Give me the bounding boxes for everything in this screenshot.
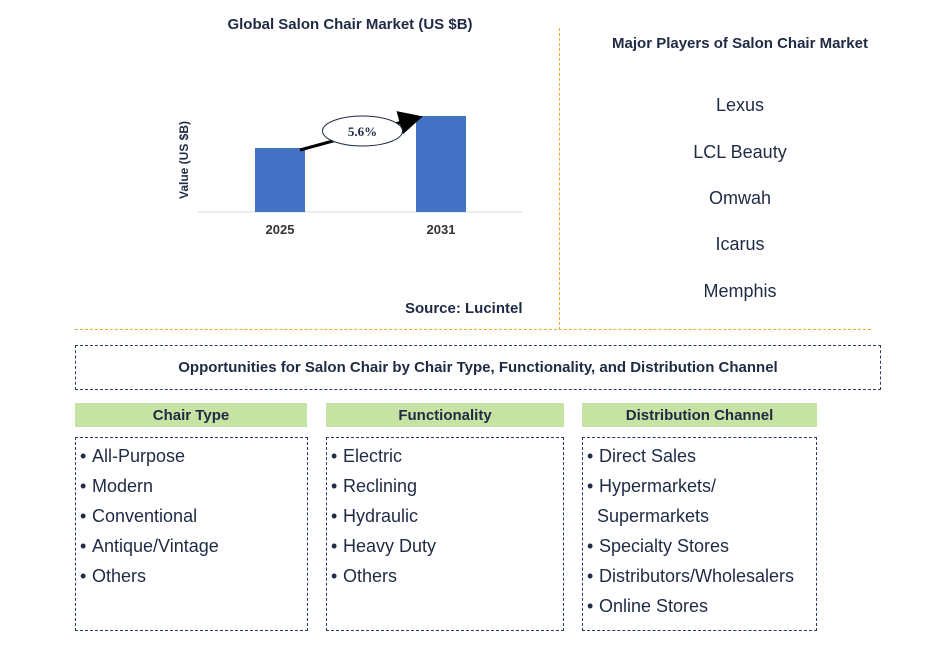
list-item-text: All-Purpose [92, 446, 186, 466]
player-item: LCL Beauty [693, 142, 787, 162]
list-item: • Electric [331, 441, 559, 471]
bullet-icon: • [80, 536, 87, 556]
list-item-text: Specialty Stores [599, 536, 730, 556]
bullet-icon: • [587, 596, 594, 616]
chart-title: Global Salon Chair Market (US $B) [227, 16, 473, 33]
list-item-text: Distributors/Wholesalers [599, 566, 795, 586]
bullet-icon: • [587, 566, 594, 586]
bar-2031 [416, 116, 466, 212]
vertical-divider [559, 28, 560, 330]
cagr-ellipse [322, 115, 403, 147]
list-item-text: Modern [92, 476, 154, 496]
list-item: • Specialty Stores [587, 531, 812, 561]
bullet-icon: • [80, 476, 87, 496]
players-title: Major Players of Salon Chair Market [612, 35, 868, 52]
list-item-text: Direct Sales [599, 446, 697, 466]
x-tick-label: 2025 [266, 222, 295, 237]
bullet-icon: • [80, 446, 87, 466]
horizontal-divider [75, 329, 871, 330]
list-item: • Direct Sales [587, 441, 812, 471]
list-item: Supermarkets [587, 501, 812, 531]
player-item: Lexus [715, 95, 765, 115]
bullet-icon: • [331, 446, 338, 466]
bar-chart: Value (US $B) 2025 2031 5.6% [177, 111, 522, 237]
list-item-text: Conventional [92, 506, 198, 526]
source-label: Source: Lucintel [405, 300, 523, 317]
player-item: Icarus [715, 234, 765, 254]
chair-type-header: Chair Type [75, 403, 307, 427]
list-item-text: Antique/Vintage [92, 536, 219, 556]
list-item-text: Online Stores [599, 596, 709, 616]
functionality-header: Functionality [326, 403, 564, 427]
opportunities-title: Opportunities for Salon Chair by Chair T… [75, 345, 881, 390]
bullet-icon: • [80, 506, 87, 526]
bullet-icon: • [80, 566, 87, 586]
list-item: • All-Purpose [80, 441, 303, 471]
list-item-text: Supermarkets [597, 506, 710, 526]
list-item: • Hydraulic [331, 501, 559, 531]
list-item: • Online Stores [587, 591, 812, 621]
distribution-channel-list: • Direct Sales • Hypermarkets/Supermarkets •… [582, 437, 817, 631]
bullet-icon: • [587, 536, 594, 556]
bullet-icon: • [331, 476, 338, 496]
list-item: • Modern [80, 471, 303, 501]
x-tick-label: 2031 [427, 222, 456, 237]
bullet-icon: • [587, 476, 594, 496]
list-item: • Distributors/Wholesalers [587, 561, 812, 591]
bullet-icon: • [331, 536, 338, 556]
bullet-icon: • [331, 566, 338, 586]
list-item-text: Others [343, 566, 398, 586]
list-item: • Others [331, 561, 559, 591]
list-item-text: Hydraulic [343, 506, 419, 526]
player-item: Memphis [703, 281, 777, 301]
list-item-text: Others [92, 566, 147, 586]
list-item-text: Reclining [343, 476, 418, 496]
list-item: • Reclining [331, 471, 559, 501]
player-item: Omwah [708, 188, 771, 208]
list-item: • Conventional [80, 501, 303, 531]
bar-2025 [255, 148, 305, 212]
list-item: • Heavy Duty [331, 531, 559, 561]
list-item-text: Hypermarkets/ [599, 476, 717, 496]
chair-type-list: • All-Purpose • Modern • Conventional • Antique… [75, 437, 308, 631]
list-item: • Hypermarkets/ [587, 471, 812, 501]
distribution-channel-header: Distribution Channel [582, 403, 817, 427]
y-axis-label: Value (US $B) [177, 121, 191, 199]
functionality-list: • Electric • Reclining • Hydraulic • Heavy Duty… [326, 437, 564, 631]
cagr-label: 5.6% [348, 124, 377, 139]
list-item: • Antique/Vintage [80, 531, 303, 561]
bullet-icon: • [331, 506, 338, 526]
bullet-icon: • [587, 446, 594, 466]
list-item-text: Heavy Duty [343, 536, 437, 556]
list-item: • Others [80, 561, 303, 591]
list-item-text: Electric [343, 446, 403, 466]
